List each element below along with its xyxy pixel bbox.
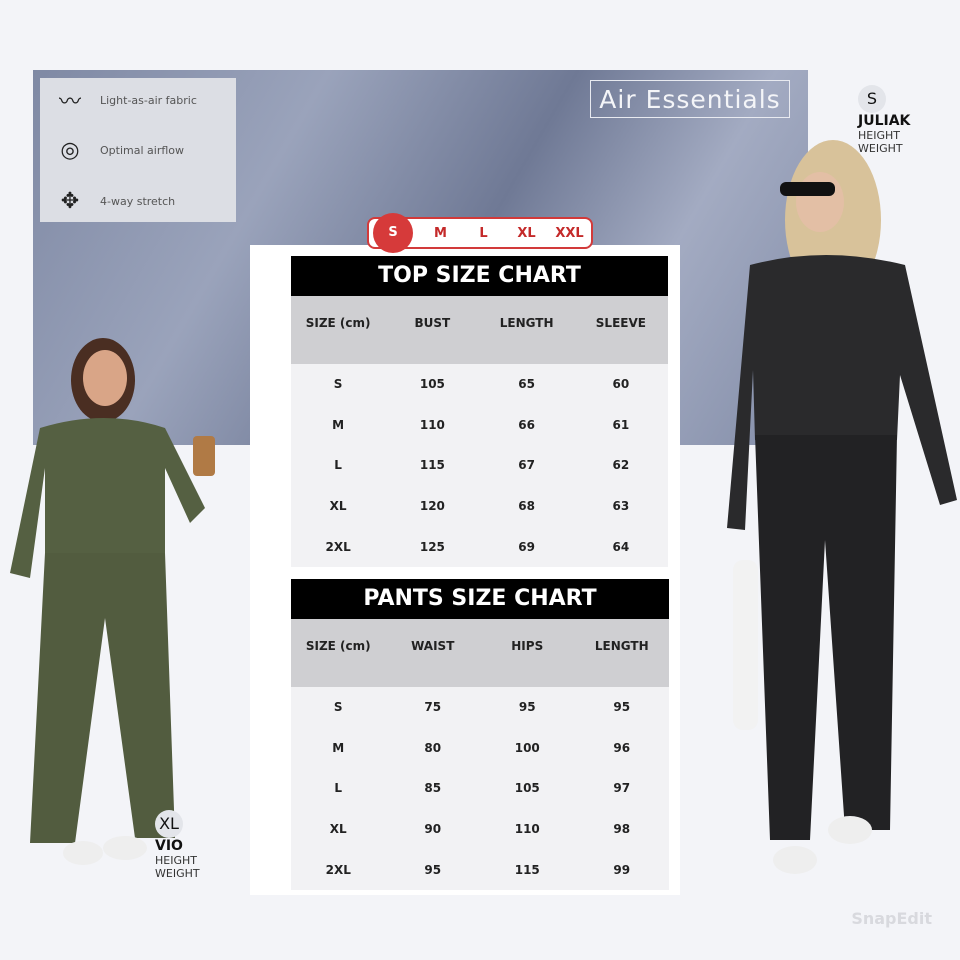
table-cell: L [334,458,342,473]
feature-label: 4-way stretch [100,194,176,208]
table-cell: 60 [612,377,630,392]
size-option-m[interactable]: M [434,225,447,241]
table-cell: 62 [612,458,630,473]
table-row: L 115 67 62 [291,445,668,486]
table-cell: XL [329,499,347,514]
chart-title: TOP SIZE CHART [291,256,668,296]
model-left-info: XL VIO HEIGHT WEIGHT [155,810,200,880]
table-cell: 95 [424,862,442,877]
table-cell: 100 [514,740,540,755]
table-row: M 80 100 96 [291,728,669,769]
table-row: 2XL 95 115 99 [291,849,669,890]
table-cell: 115 [514,862,540,877]
size-option-s[interactable]: S [373,213,413,253]
table-cell: 95 [613,700,631,715]
chart-title: PANTS SIZE CHART [291,579,669,619]
table-row: M 110 66 61 [291,405,668,446]
table-cell: 99 [613,862,631,877]
table-cell: 61 [612,417,630,432]
table-cell: 2XL [325,862,351,877]
model-weight: WEIGHT [858,142,903,155]
table-cell: 120 [419,499,445,514]
size-option-xl[interactable]: XL [517,225,536,241]
feature-item: ◎ Optimal airflow [40,130,236,170]
table-cell: M [332,740,345,755]
table-cell: M [332,417,345,432]
column-header: SIZE (cm) [305,316,371,330]
table-cell: 96 [613,740,631,755]
airflow-icon: ◎ [60,137,80,163]
model-size-badge: XL [155,810,183,838]
table-cell: 90 [424,822,442,837]
model-name: JULIAK [858,113,911,129]
table-cell: 110 [514,822,540,837]
model-right-image [727,140,957,874]
pants-size-chart: PANTS SIZE CHART SIZE (cm) WAIST HIPS LENGTH… [291,579,669,890]
model-name: VIO [155,838,183,854]
column-header: WAIST [411,639,455,653]
column-header: SLEEVE [595,316,646,330]
table-row: XL 120 68 63 [291,486,668,527]
feature-label: Optimal airflow [100,143,184,157]
table-cell: 75 [424,700,442,715]
table-cell: XL [329,822,347,837]
features-box: 〰 Light-as-air fabric ◎ Optimal airflow ✥ 4… [40,78,236,222]
table-cell: 69 [518,539,535,554]
feature-label: Light-as-air fabric [100,93,197,107]
table-cell: S [333,700,343,715]
model-size-badge: S [858,85,886,113]
table-cell: L [334,781,343,796]
table-cell: 97 [613,781,631,796]
table-cell: 98 [613,822,631,837]
table-row: S 105 65 60 [291,364,668,405]
table-cell: 67 [518,458,535,473]
table-cell: 66 [518,417,535,432]
table-cell: S [333,377,343,392]
table-cell: 64 [612,539,630,554]
table-row: 2XL 125 69 64 [291,526,668,567]
model-height: HEIGHT [155,854,197,867]
column-header: LENGTH [594,639,649,653]
feature-item: ✥ 4-way stretch [40,181,236,221]
model-right-info: S JULIAK HEIGHT WEIGHT [858,85,910,155]
brand-title: Air Essentials [590,80,790,118]
column-header: LENGTH [499,316,554,330]
feather-icon: 〰 [58,90,81,115]
table-cell: 68 [518,499,535,514]
model-weight: WEIGHT [155,867,200,880]
size-option-l[interactable]: L [479,225,488,241]
stretch-icon: ✥ [60,188,80,214]
model-height: HEIGHT [858,129,900,142]
table-cell: 63 [612,499,630,514]
table-row: XL 90 110 98 [291,809,669,850]
watermark: SnapEdit [851,909,932,928]
chart-header-row: SIZE (cm) WAIST HIPS LENGTH [291,619,669,687]
feature-item: 〰 Light-as-air fabric [40,80,236,120]
table-cell: 110 [419,417,445,432]
top-size-chart: TOP SIZE CHART SIZE (cm) BUST LENGTH SLEEVE S… [291,256,668,567]
table-cell: 125 [419,539,445,554]
table-cell: 115 [419,458,445,473]
table-cell: 85 [424,781,442,796]
table-row: L 85 105 97 [291,768,669,809]
table-cell: 95 [518,700,536,715]
table-cell: 105 [514,781,540,796]
table-cell: 65 [518,377,535,392]
size-selector: S M L XL XXL [367,213,593,253]
table-row: S 75 95 95 [291,687,669,728]
column-header: BUST [414,316,451,330]
size-option-xxl[interactable]: XXL [555,225,584,241]
table-cell: 80 [424,740,442,755]
column-header: SIZE (cm) [305,639,371,653]
model-left-image [10,338,215,865]
column-header: HIPS [511,639,544,653]
table-cell: 105 [419,377,445,392]
chart-header-row: SIZE (cm) BUST LENGTH SLEEVE [291,296,668,364]
table-cell: 2XL [325,539,351,554]
